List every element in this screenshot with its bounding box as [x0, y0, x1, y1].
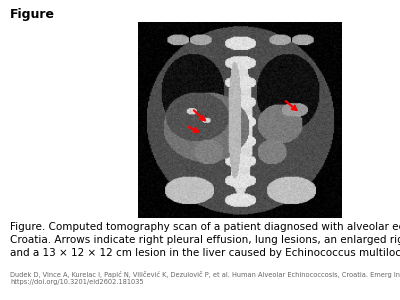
- Text: Figure. Computed tomography scan of a patient diagnosed with alveolar echinococc: Figure. Computed tomography scan of a pa…: [10, 222, 400, 232]
- Text: and a 13 × 12 × 12 cm lesion in the liver caused by Echinococcus multilocaris.: and a 13 × 12 × 12 cm lesion in the live…: [10, 248, 400, 258]
- Text: Croatia. Arrows indicate right pleural effusion, lung lesions, an enlarged right: Croatia. Arrows indicate right pleural e…: [10, 235, 400, 245]
- Text: Dudek D, Vince A, Kurelac I, Papić N, Viličević K, Dezulovič P, et al. Human Alv: Dudek D, Vince A, Kurelac I, Papić N, Vi…: [10, 270, 400, 278]
- Text: Figure: Figure: [10, 8, 55, 21]
- Text: https://doi.org/10.3201/eid2602.181035: https://doi.org/10.3201/eid2602.181035: [10, 279, 144, 285]
